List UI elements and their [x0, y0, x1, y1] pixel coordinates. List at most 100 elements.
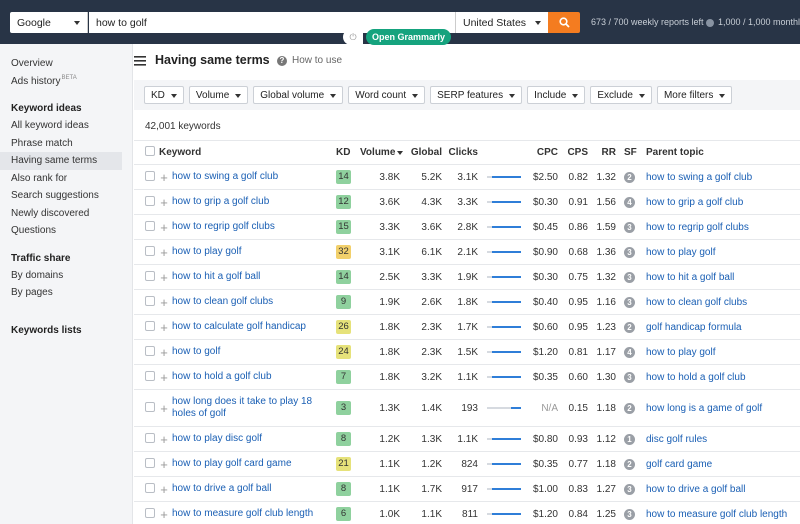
sidebar-item[interactable]: Having same terms [0, 152, 122, 170]
power-icon[interactable]: ⏻ [343, 29, 363, 45]
country-select[interactable]: United States [455, 12, 548, 33]
search-input[interactable]: how to golf [89, 12, 455, 33]
add-cell[interactable]: + [160, 506, 168, 522]
add-cell[interactable]: + [160, 319, 168, 335]
checkbox[interactable] [145, 195, 155, 206]
sidebar-item[interactable]: By domains [0, 267, 122, 285]
engine-select[interactable]: Google [10, 12, 88, 33]
keyword-link[interactable]: how long does it take to play 18 holes o… [172, 396, 313, 419]
filter-button[interactable]: Include [527, 86, 586, 104]
filter-button[interactable]: More filters [656, 86, 733, 104]
sidebar-item[interactable]: Questions [0, 222, 122, 240]
parent-topic-link[interactable]: how to drive a golf ball [646, 483, 746, 495]
grammarly-button[interactable]: Open Grammarly [366, 29, 452, 45]
parent-topic-link[interactable]: how to grip a golf club [646, 196, 744, 208]
add-cell[interactable]: + [160, 269, 168, 285]
parent-topic-link[interactable]: how to hold a golf club [646, 371, 746, 383]
checkbox[interactable] [145, 295, 155, 306]
add-cell[interactable]: + [160, 400, 168, 416]
keyword-link[interactable]: how to play golf card game [172, 458, 292, 469]
parent-topic-link[interactable]: how to regrip golf clubs [646, 221, 749, 233]
add-cell[interactable]: + [160, 294, 168, 310]
header-cell[interactable]: Keyword [159, 147, 336, 158]
parent-topic-link[interactable]: disc golf rules [646, 433, 708, 445]
checkbox[interactable] [145, 170, 155, 181]
keyword-link[interactable]: how to golf [172, 346, 221, 357]
keyword-link[interactable]: how to hold a golf club [172, 371, 272, 382]
sidebar-item[interactable]: Newly discovered [0, 205, 122, 223]
sidebar-item[interactable]: Phrase match [0, 135, 122, 153]
sidebar-label: Search suggestions [11, 190, 99, 202]
help-link[interactable]: ? How to use [277, 55, 342, 66]
sidebar-item[interactable]: By pages [0, 284, 122, 302]
checkbox[interactable] [145, 146, 155, 156]
keyword-link[interactable]: how to calculate golf handicap [172, 321, 306, 332]
header-cell[interactable]: KD [336, 147, 360, 158]
sidebar-item[interactable]: Ads history BETA [0, 73, 122, 91]
keyword-link[interactable]: how to drive a golf ball [172, 483, 272, 494]
keyword-link[interactable]: how to play golf [172, 246, 242, 257]
keyword-link[interactable]: how to clean golf clubs [172, 296, 274, 307]
checkbox[interactable] [145, 245, 155, 256]
sf-cell: 3 [616, 371, 640, 383]
parent-topic-link[interactable]: how long is a game of golf [646, 402, 763, 414]
filter-button[interactable]: SERP features [430, 86, 523, 104]
header-label: Volume [360, 147, 396, 158]
checkbox[interactable] [145, 401, 155, 412]
filter-button[interactable]: Exclude [590, 86, 652, 104]
header-cell[interactable]: SF [616, 147, 640, 158]
keyword-link[interactable]: how to swing a golf club [172, 171, 279, 182]
sidebar-item[interactable]: All keyword ideas [0, 117, 122, 135]
header-cell[interactable]: Parent topic [640, 147, 800, 158]
keyword-link[interactable]: how to measure golf club length [172, 508, 314, 519]
menu-icon[interactable] [134, 56, 146, 66]
add-cell[interactable]: + [160, 194, 168, 210]
add-cell[interactable]: + [160, 244, 168, 260]
add-cell[interactable]: + [160, 481, 168, 497]
add-cell[interactable]: + [160, 344, 168, 360]
parent-topic-link[interactable]: how to play golf [646, 346, 716, 358]
header-cell[interactable]: RR [588, 147, 616, 158]
keyword-link[interactable]: how to hit a golf ball [172, 271, 261, 282]
sidebar-item[interactable]: Overview [0, 55, 122, 73]
keyword-link[interactable]: how to grip a golf club [172, 196, 270, 207]
filter-button[interactable]: KD [144, 86, 184, 104]
parent-topic-link[interactable]: how to measure golf club length [646, 508, 788, 520]
filter-button[interactable]: Word count [348, 86, 426, 104]
checkbox[interactable] [145, 507, 155, 518]
cpc: $1.00 [532, 483, 558, 495]
add-cell[interactable]: + [160, 431, 168, 447]
header-cell[interactable]: Global [400, 147, 442, 158]
sidebar-item[interactable]: Search suggestions [0, 187, 122, 205]
add-cell[interactable]: + [160, 456, 168, 472]
checkbox[interactable] [145, 457, 155, 468]
checkbox[interactable] [145, 220, 155, 231]
header-cell[interactable]: CPC [524, 147, 558, 158]
add-cell[interactable]: + [160, 369, 168, 385]
parent-topic-link[interactable]: how to clean golf clubs [646, 296, 748, 308]
filter-button[interactable]: Global volume [253, 86, 344, 104]
parent-topic-link[interactable]: golf handicap formula [646, 321, 742, 333]
checkbox[interactable] [145, 345, 155, 356]
header-cell[interactable]: Volume [360, 147, 404, 158]
keyword-link[interactable]: how to regrip golf clubs [172, 221, 275, 232]
header-cell[interactable]: CPS [558, 147, 588, 158]
sidebar-item[interactable]: Also rank for [0, 170, 122, 188]
parent-topic-link[interactable]: how to play golf [646, 246, 716, 258]
header-cell[interactable]: Clicks [442, 147, 478, 158]
parent-topic-link[interactable]: how to swing a golf club [646, 171, 753, 183]
checkbox[interactable] [145, 370, 155, 381]
search-button[interactable] [548, 12, 580, 33]
checkbox[interactable] [145, 432, 155, 443]
checkbox[interactable] [145, 320, 155, 331]
add-cell[interactable]: + [160, 219, 168, 235]
badge: BETA [61, 75, 77, 82]
clicks-bar-cell [478, 376, 524, 378]
parent-topic-link[interactable]: how to hit a golf ball [646, 271, 735, 283]
filter-button[interactable]: Volume [188, 86, 249, 104]
add-cell[interactable]: + [160, 169, 168, 185]
checkbox[interactable] [145, 270, 155, 281]
parent-topic-link[interactable]: golf card game [646, 458, 713, 470]
checkbox[interactable] [145, 482, 155, 493]
keyword-link[interactable]: how to play disc golf [172, 433, 263, 444]
